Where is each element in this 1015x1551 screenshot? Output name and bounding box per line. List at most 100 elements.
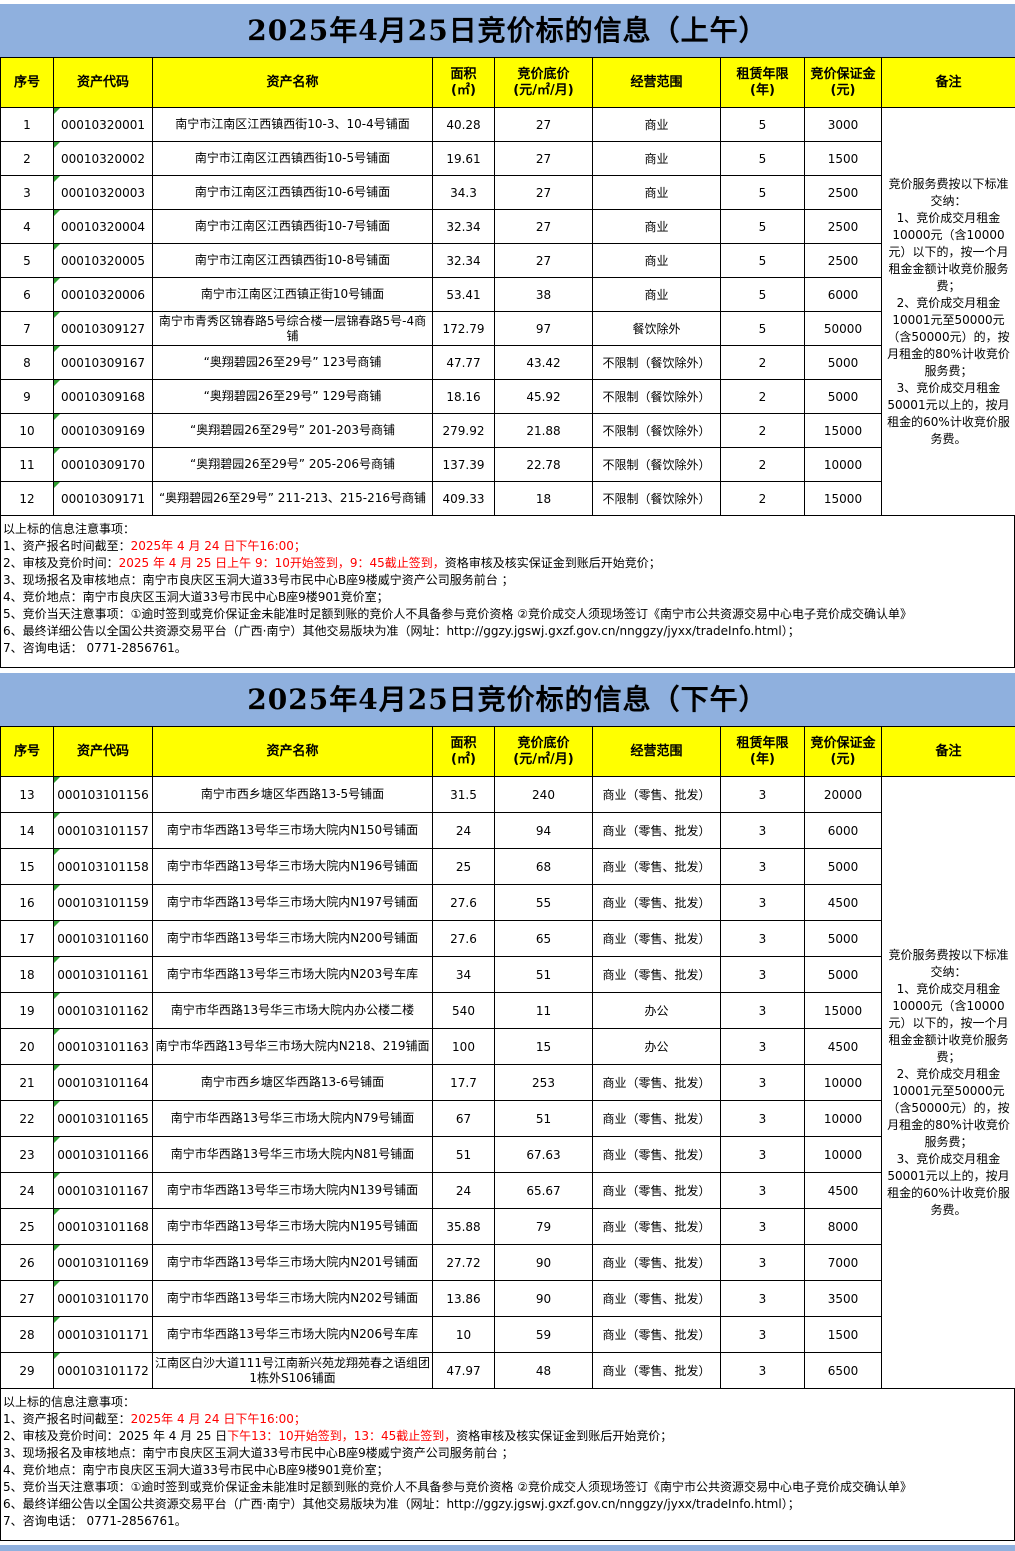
business-scope: 商业（零售、批发）	[593, 1281, 721, 1317]
deposit-amount: 8000	[805, 1209, 882, 1245]
asset-name: 南宁市江南区江西镇西街10-7号铺面	[153, 210, 433, 244]
cell-comment-marker-icon	[54, 813, 60, 819]
row-number: 7	[1, 312, 54, 346]
asset-name: 南宁市华西路13号华三市场大院内N218、219铺面	[153, 1029, 433, 1065]
note-text: 资格审核及核实保证金到账后开始竞价；	[456, 1429, 672, 1443]
floor-price: 97	[495, 312, 593, 346]
floor-price: 67.63	[495, 1137, 593, 1173]
floor-price: 90	[495, 1281, 593, 1317]
deposit-amount: 6000	[805, 813, 882, 849]
lease-years: 5	[721, 210, 805, 244]
deposit-amount: 20000	[805, 777, 882, 813]
floor-price: 94	[495, 813, 593, 849]
asset-code: 00010309167	[54, 346, 153, 380]
area-value: 100	[433, 1029, 495, 1065]
floor-price: 253	[495, 1065, 593, 1101]
asset-name: 南宁市江南区江西镇西街10-6号铺面	[153, 176, 433, 210]
business-scope: 商业（零售、批发）	[593, 849, 721, 885]
area-value: 13.86	[433, 1281, 495, 1317]
note-line: 4、竞价地点：南宁市良庆区玉洞大道33号市民中心B座9楼901竞价室；	[3, 1462, 1012, 1479]
cell-comment-marker-icon	[54, 849, 60, 855]
area-value: 17.7	[433, 1065, 495, 1101]
deposit-amount: 10000	[805, 1065, 882, 1101]
deposit-amount: 10000	[805, 448, 882, 482]
row-number: 8	[1, 346, 54, 380]
lease-years: 3	[721, 849, 805, 885]
deposit-amount: 7000	[805, 1245, 882, 1281]
cell-comment-marker-icon	[54, 1281, 60, 1287]
column-header: 资产代码	[54, 727, 153, 777]
row-number: 23	[1, 1137, 54, 1173]
column-header: 经营范围	[593, 727, 721, 777]
area-value: 409.33	[433, 482, 495, 516]
deposit-amount: 2500	[805, 244, 882, 278]
cell-comment-marker-icon	[54, 885, 60, 891]
column-header: 竞价保证金 (元)	[805, 58, 882, 108]
area-value: 27.6	[433, 921, 495, 957]
column-header: 备注	[882, 58, 1015, 108]
area-value: 279.92	[433, 414, 495, 448]
business-scope: 商业（零售、批发）	[593, 921, 721, 957]
asset-name: 南宁市华西路13号华三市场大院内N81号铺面	[153, 1137, 433, 1173]
floor-price: 38	[495, 278, 593, 312]
column-header: 租赁年限 (年)	[721, 727, 805, 777]
asset-code: 000103101171	[54, 1317, 153, 1353]
note-line: 5、竞价当天注意事项：①逾时签到或竞价保证金未能准时足额到账的竞价人不具备参与竞…	[3, 1479, 1012, 1496]
cell-comment-marker-icon	[54, 1173, 60, 1179]
area-value: 32.34	[433, 210, 495, 244]
note-line: 2、审核及竞价时间：2025 年 4 月 25 日下午13：10开始签到，13：…	[3, 1428, 1012, 1445]
cell-comment-marker-icon	[54, 346, 60, 352]
deposit-amount: 15000	[805, 993, 882, 1029]
lease-years: 3	[721, 993, 805, 1029]
floor-price: 21.88	[495, 414, 593, 448]
deposit-amount: 5000	[805, 957, 882, 993]
asset-name: 南宁市江南区江西镇西街10-3、10-4号铺面	[153, 108, 433, 142]
notes-block-morning: 以上标的信息注意事项：1、资产报名时间截至：2025年 4 月 24 日下午16…	[0, 516, 1015, 668]
asset-name: “奥翔碧园26至29号” 129号商铺	[153, 380, 433, 414]
business-scope: 餐饮除外	[593, 312, 721, 346]
floor-price: 18	[495, 482, 593, 516]
business-scope: 商业（零售、批发）	[593, 957, 721, 993]
lease-years: 3	[721, 957, 805, 993]
note-line: 7、咨询电话： 0771-2856761。	[3, 640, 1012, 657]
row-number: 18	[1, 957, 54, 993]
business-scope: 商业（零售、批发）	[593, 777, 721, 813]
deposit-amount: 6500	[805, 1353, 882, 1389]
floor-price: 48	[495, 1353, 593, 1389]
area-value: 40.28	[433, 108, 495, 142]
afternoon-section: 2025年4月25日竞价标的信息（下午） 序号资产代码资产名称面积 (㎡)竞价底…	[0, 673, 1015, 1541]
business-scope: 商业（零售、批发）	[593, 1137, 721, 1173]
business-scope: 商业（零售、批发）	[593, 1353, 721, 1389]
asset-name: 南宁市华西路13号华三市场大院内N201号铺面	[153, 1245, 433, 1281]
deposit-amount: 5000	[805, 921, 882, 957]
asset-name: 南宁市华西路13号华三市场大院内N195号铺面	[153, 1209, 433, 1245]
note-highlight-text: 2025年 4 月 24 日下午16:00；	[131, 1412, 306, 1426]
business-scope: 商业	[593, 244, 721, 278]
floor-price: 55	[495, 885, 593, 921]
asset-code: 00010320004	[54, 210, 153, 244]
cell-comment-marker-icon	[54, 108, 60, 114]
note-text: 4、竞价地点：南宁市良庆区玉洞大道33号市民中心B座9楼901竞价室；	[3, 590, 389, 604]
asset-name: 南宁市华西路13号华三市场大院内N139号铺面	[153, 1173, 433, 1209]
floor-price: 27	[495, 210, 593, 244]
deposit-amount: 2500	[805, 176, 882, 210]
asset-code: 000103101162	[54, 993, 153, 1029]
area-value: 18.16	[433, 380, 495, 414]
floor-price: 27	[495, 108, 593, 142]
asset-name: 南宁市西乡塘区华西路13-5号铺面	[153, 777, 433, 813]
deposit-amount: 5000	[805, 380, 882, 414]
lease-years: 5	[721, 312, 805, 346]
row-number: 24	[1, 1173, 54, 1209]
asset-name: 南宁市华西路13号华三市场大院内N206号车库	[153, 1317, 433, 1353]
row-number: 12	[1, 482, 54, 516]
asset-code: 00010320001	[54, 108, 153, 142]
lease-years: 3	[721, 1281, 805, 1317]
row-number: 9	[1, 380, 54, 414]
